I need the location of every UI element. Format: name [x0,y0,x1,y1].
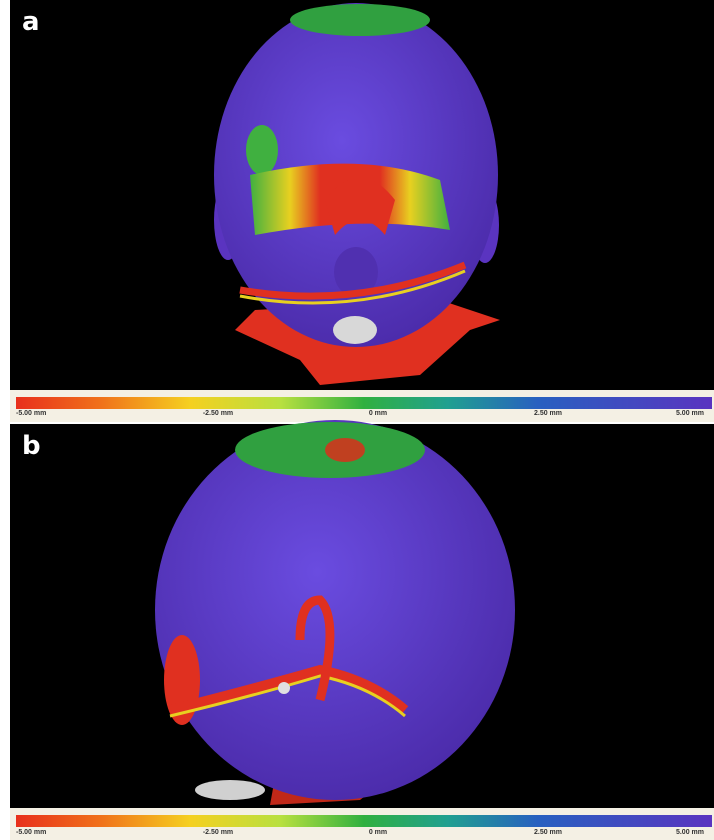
scale-label: -2.50 mm [203,410,233,417]
scale-label: -5.00 mm [16,829,46,836]
scale-label: 0 mm [369,829,387,836]
scale-label: 0 mm [369,410,387,417]
scale-label: -2.50 mm [203,829,233,836]
figure: a b -5.00 mm -2.50 mm 0 mm 2.50 mm 5.00 mm -5… [0,0,714,840]
colorbar [16,397,712,409]
head-render-a [214,3,500,385]
scale-label: 2.50 mm [534,410,562,417]
scale-label: 5.00 mm [676,829,704,836]
page: {"panels": [ {"label": "a", "scale_label… [0,0,714,840]
scale-label: 2.50 mm [534,829,562,836]
scale-label: 5.00 mm [676,410,704,417]
scale-label: -5.00 mm [16,410,46,417]
colorbar [16,815,712,827]
panel-label: b [22,431,41,461]
panel-label: a [22,7,40,37]
